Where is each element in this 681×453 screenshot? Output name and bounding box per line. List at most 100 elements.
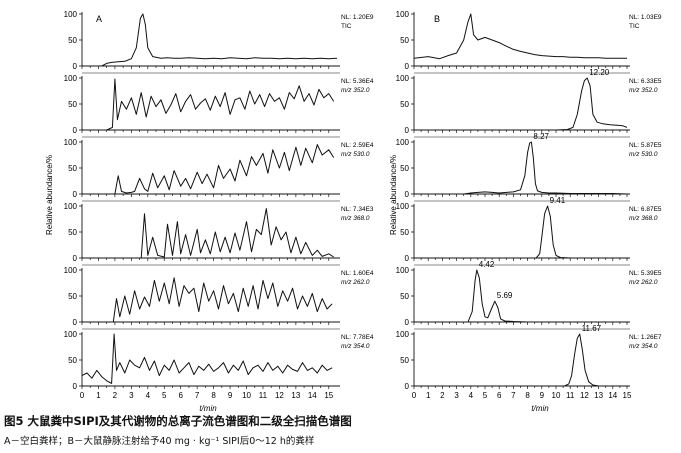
y-tick-label: 100 — [64, 74, 78, 83]
mz-label: m/z 368.0 — [341, 215, 370, 222]
x-tick-label: 15 — [324, 391, 333, 400]
chromatogram-a-trace-2: 0 50 100 NL: 5.36E4 m/z 352.0 — [64, 72, 374, 135]
peak-annotation: 4.42 — [479, 260, 495, 269]
y-tick-label: 50 — [400, 100, 409, 109]
y-tick-label: 100 — [396, 74, 410, 83]
x-tick-label: 15 — [623, 391, 632, 400]
panel-letter-b: B — [434, 14, 440, 24]
y-tick-label: 50 — [68, 228, 77, 237]
y-tick-label: 100 — [396, 266, 410, 275]
trace-line — [414, 141, 628, 195]
x-tick-label: 6 — [178, 391, 183, 400]
nl-label: NL: 5.87E5 — [629, 142, 662, 149]
chromatogram-a-trace-3: 0 50 100 NL: 2.59E4 m/z 530.0 — [64, 136, 374, 199]
x-tick-label: 12 — [275, 391, 284, 400]
y-tick-label: 50 — [68, 164, 77, 173]
x-tick-label: 2 — [113, 391, 118, 400]
y-axis-label-b: Relative abundance/% — [389, 155, 398, 235]
y-tick-label: 50 — [68, 100, 77, 109]
y-tick-label: 100 — [396, 138, 410, 147]
peak-annotation: 11.67 — [582, 324, 602, 333]
chromatogram-b-trace-1: 0 50 100 NL: 1.03E9 TIC — [396, 10, 662, 71]
y-tick-label: 0 — [405, 382, 410, 391]
y-tick-label: 50 — [400, 36, 409, 45]
mz-label: TIC — [629, 23, 640, 30]
x-tick-label: 13 — [594, 391, 603, 400]
y-tick-label: 0 — [405, 318, 410, 327]
y-tick-label: 50 — [400, 164, 409, 173]
trace-line — [414, 333, 627, 387]
nl-label: NL: 2.59E4 — [341, 142, 374, 149]
y-tick-label: 0 — [405, 126, 410, 135]
chromatogram-a-trace-5: 0 50 100 NL: 1.60E4 m/z 262.0 — [64, 264, 374, 327]
mz-label: m/z 262.0 — [629, 279, 658, 286]
x-tick-label: 9 — [540, 391, 545, 400]
x-tick-label: 12 — [580, 391, 589, 400]
y-tick-label: 0 — [73, 382, 78, 391]
trace-line — [82, 78, 335, 131]
x-tick-label: 14 — [608, 391, 617, 400]
y-tick-label: 100 — [396, 202, 410, 211]
peak-annotation: 9.41 — [550, 196, 566, 205]
trace-line — [82, 208, 334, 259]
x-tick-label: 7 — [511, 391, 516, 400]
panel-letter-a: A — [96, 14, 102, 24]
nl-label: NL: 1.60E4 — [341, 270, 374, 277]
nl-label: NL: 7.78E4 — [341, 334, 374, 341]
chromatogram-b-trace-2: 0 50 100 NL: 6.33E5 m/z 352.0 12.20 — [396, 68, 662, 135]
mz-label: m/z 530.0 — [341, 151, 370, 158]
nl-label: NL: 6.87E5 — [629, 206, 662, 213]
mz-label: TIC — [341, 23, 352, 30]
y-tick-label: 50 — [400, 292, 409, 301]
x-tick-label: 4 — [469, 391, 474, 400]
y-tick-label: 0 — [73, 62, 78, 71]
x-axis-label-b: t/min — [531, 404, 549, 413]
x-tick-label: 10 — [242, 391, 251, 400]
x-tick-label: 1 — [426, 391, 431, 400]
x-tick-label: 9 — [228, 391, 233, 400]
x-tick-label: 5 — [162, 391, 167, 400]
y-tick-label: 100 — [64, 330, 78, 339]
nl-label: NL: 6.33E5 — [629, 78, 662, 85]
x-tick-label: 0 — [80, 391, 85, 400]
y-tick-label: 0 — [73, 254, 78, 263]
x-tick-label: 8 — [211, 391, 216, 400]
x-tick-label: 2 — [440, 391, 445, 400]
x-tick-label: 11 — [566, 391, 575, 400]
y-tick-label: 0 — [405, 254, 410, 263]
chromatogram-b-trace-3: 0 50 100 NL: 5.87E5 m/z 530.0 8.27 — [396, 132, 662, 199]
chromatogram-a-trace-4: 0 50 100 NL: 7.34E3 m/z 368.0 — [64, 200, 374, 263]
y-tick-label: 0 — [73, 126, 78, 135]
nl-label: NL: 5.39E5 — [629, 270, 662, 277]
y-tick-label: 100 — [64, 202, 78, 211]
mz-label: m/z 354.0 — [341, 343, 370, 350]
trace-line — [82, 144, 335, 195]
mz-label: m/z 262.0 — [341, 279, 370, 286]
trace-line — [82, 13, 338, 67]
y-tick-label: 50 — [400, 356, 409, 365]
x-tick-label: 11 — [259, 391, 268, 400]
x-tick-label: 3 — [129, 391, 134, 400]
y-tick-label: 50 — [68, 36, 77, 45]
y-tick-label: 100 — [64, 266, 78, 275]
y-tick-label: 0 — [405, 62, 410, 71]
mz-label: m/z 352.0 — [341, 87, 370, 94]
figure-subcaption: A－空白粪样；B－大鼠静脉注射给予40 mg · kg⁻¹ SIPI后0～12 … — [4, 436, 315, 447]
mz-label: m/z 530.0 — [629, 151, 658, 158]
chromatogram-b-trace-4: 0 50 100 NL: 6.87E5 m/z 368.0 9.41 — [396, 196, 662, 263]
trace-line — [414, 269, 627, 323]
y-tick-label: 50 — [400, 228, 409, 237]
nl-label: NL: 5.36E4 — [341, 78, 374, 85]
y-tick-label: 100 — [64, 138, 78, 147]
trace-line — [414, 205, 627, 259]
x-axis-label-a: t/min — [199, 404, 217, 413]
x-tick-label: 0 — [412, 391, 417, 400]
x-tick-label: 10 — [552, 391, 561, 400]
x-tick-label: 6 — [497, 391, 502, 400]
peak-annotation: 5.69 — [497, 291, 513, 300]
y-axis-label-a: Relative abundance/% — [45, 155, 54, 235]
x-tick-label: 5 — [483, 391, 488, 400]
